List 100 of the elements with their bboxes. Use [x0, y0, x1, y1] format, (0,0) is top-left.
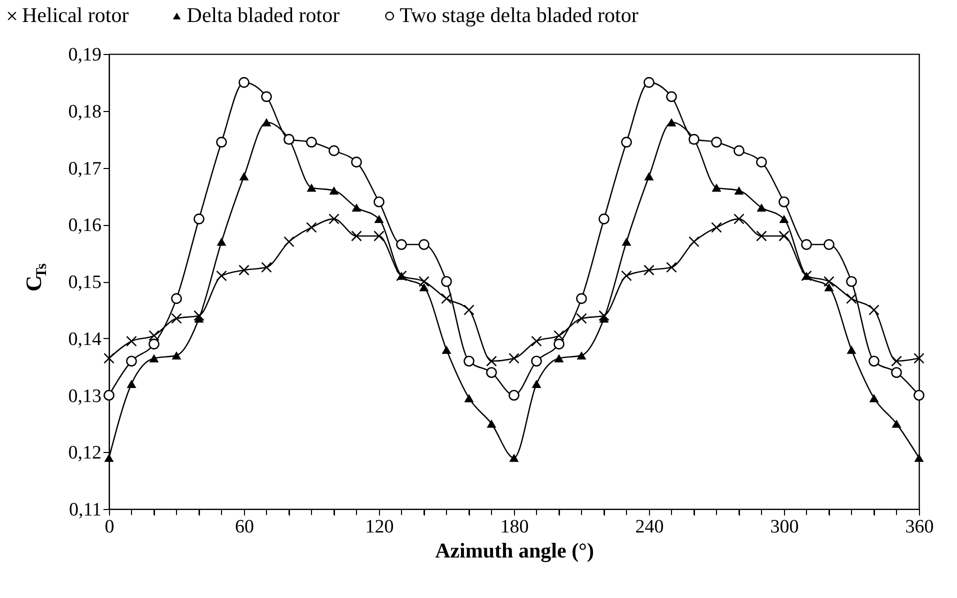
- point: [914, 390, 924, 401]
- point: [734, 145, 744, 156]
- point: [644, 77, 654, 88]
- point: [306, 184, 316, 192]
- point: [238, 77, 250, 88]
- point: [644, 172, 654, 180]
- point: [441, 276, 452, 287]
- point: [464, 394, 474, 402]
- point: [442, 346, 452, 354]
- y-tick-label: 0,15: [68, 272, 102, 293]
- point: [622, 238, 632, 246]
- x-axis-title: Azimuth angle (°): [435, 538, 594, 562]
- point: [914, 352, 924, 364]
- point: [148, 330, 160, 341]
- point: [486, 367, 497, 378]
- point: [171, 313, 182, 324]
- point: [756, 203, 766, 212]
- point: [554, 330, 564, 341]
- y-tick-label: 0,18: [68, 101, 102, 122]
- point: [644, 264, 654, 276]
- point: [464, 304, 474, 316]
- point: [892, 420, 902, 428]
- point: [869, 394, 879, 402]
- point: [149, 354, 159, 362]
- point: [284, 236, 294, 248]
- point: [396, 239, 407, 250]
- legend-label: Delta bladed rotor: [186, 3, 340, 27]
- point: [734, 186, 744, 195]
- point: [711, 222, 722, 233]
- x-tick-label: 120: [365, 516, 394, 538]
- point: [194, 214, 204, 224]
- point: [756, 230, 767, 242]
- point: [239, 172, 249, 180]
- point: [621, 270, 632, 282]
- point: [464, 356, 474, 367]
- x-tick-label: 300: [770, 516, 799, 538]
- point: [508, 352, 520, 364]
- y-tick-label: 0,19: [68, 44, 102, 66]
- x-tick-label: 0: [104, 516, 114, 538]
- point: [734, 214, 744, 224]
- point: [532, 380, 542, 388]
- point: [846, 346, 856, 354]
- y-tick-label: 0,14: [68, 328, 102, 350]
- point: [914, 454, 924, 462]
- point: [216, 238, 226, 246]
- point: [441, 293, 452, 304]
- point: [148, 338, 160, 350]
- point: [756, 156, 767, 168]
- point: [104, 352, 114, 364]
- point: [779, 214, 789, 224]
- point: [509, 454, 519, 462]
- x-tick-label: 360: [905, 516, 934, 538]
- point: [621, 136, 632, 148]
- y-tick-label: 0,12: [68, 442, 102, 464]
- point: [531, 356, 542, 367]
- point: [576, 293, 587, 304]
- point: [688, 236, 700, 248]
- point: [419, 283, 429, 292]
- point: [868, 304, 880, 316]
- point: [306, 136, 317, 148]
- point: [576, 351, 586, 360]
- point: [216, 270, 227, 282]
- point: [778, 196, 790, 208]
- point: [554, 354, 564, 362]
- point: [824, 276, 834, 287]
- point: [328, 145, 340, 156]
- point: [576, 313, 587, 324]
- y-axis-title: CTs: [21, 263, 50, 292]
- legend-label: Two stage delta bladed rotor: [400, 3, 638, 27]
- point: [126, 336, 137, 347]
- x-tick-label: 240: [635, 516, 664, 538]
- point: [666, 118, 676, 126]
- point: [891, 356, 902, 367]
- point: [418, 276, 430, 287]
- point: [712, 184, 722, 192]
- point: [418, 239, 430, 250]
- point: [666, 262, 677, 273]
- point: [171, 293, 182, 304]
- y-tick-label: 0,17: [68, 158, 102, 180]
- point: [126, 380, 136, 388]
- point: [778, 230, 790, 242]
- point: [666, 91, 677, 102]
- point: [351, 230, 362, 242]
- point: [711, 136, 722, 148]
- point: [531, 336, 542, 347]
- point: [126, 356, 137, 367]
- point: [554, 338, 564, 350]
- point: [374, 230, 384, 242]
- y-tick-label: 0,16: [68, 215, 102, 236]
- point: [846, 276, 857, 287]
- point: [508, 390, 520, 401]
- point: [846, 293, 857, 304]
- x-tick-label: 180: [500, 516, 529, 538]
- point: [374, 214, 384, 224]
- point: [172, 351, 182, 360]
- point: [486, 356, 497, 367]
- point: [824, 239, 834, 250]
- legend-label: Helical rotor: [22, 3, 129, 27]
- point: [374, 196, 384, 208]
- point: [238, 264, 250, 276]
